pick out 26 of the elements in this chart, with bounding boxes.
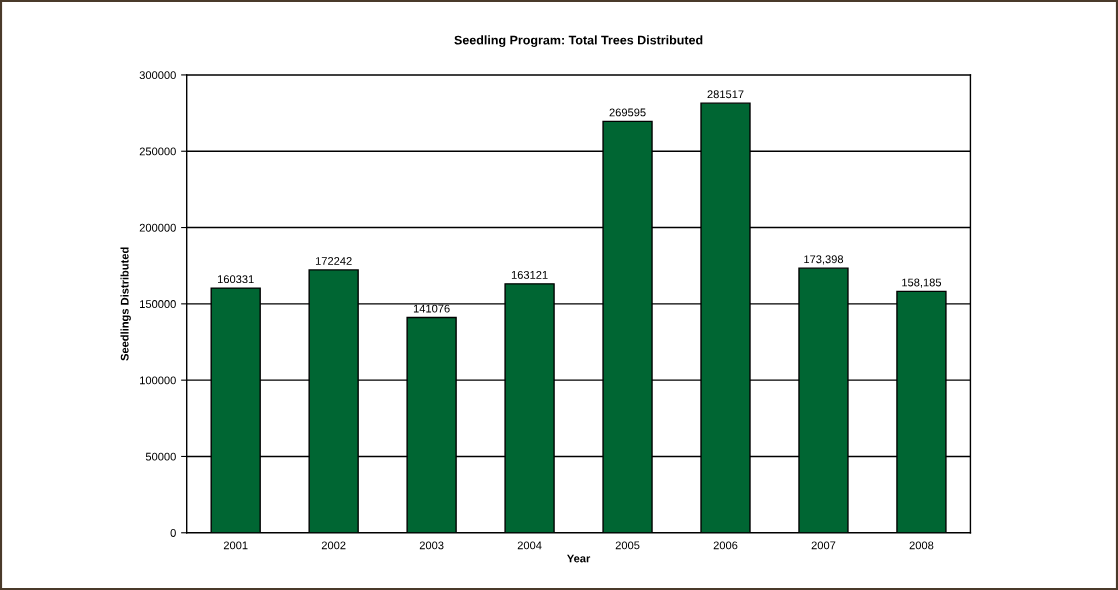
data-label: 141076	[413, 304, 450, 313]
x-tick-label: 2006	[713, 541, 738, 550]
data-label: 158,185	[902, 278, 942, 288]
x-tick-label: 2005	[615, 541, 640, 550]
x-tick-label: 2002	[321, 541, 346, 550]
y-tick-label: 50000	[145, 452, 176, 461]
data-label: 269595	[609, 108, 646, 117]
y-tick-label: 300000	[139, 71, 176, 80]
y-tick-label: 100000	[140, 376, 176, 385]
data-label: 281517	[707, 90, 744, 99]
x-axis-title: Year	[567, 554, 591, 563]
x-tick-label: 2007	[811, 541, 836, 550]
data-label: 163121	[511, 270, 548, 279]
chart-title: Seedling Program: Total Trees Distributed	[454, 35, 703, 48]
x-tick-label: 2001	[223, 541, 248, 550]
y-tick-label: 0	[170, 529, 176, 537]
y-tick-label: 250000	[139, 147, 176, 156]
data-label: 160331	[218, 275, 254, 284]
x-tick-label: 2004	[517, 541, 542, 550]
y-tick-label: 150000	[140, 300, 176, 308]
x-tick-label: 2003	[419, 541, 444, 550]
data-label: 173,398	[804, 255, 844, 265]
x-tick-label: 2008	[909, 541, 934, 550]
y-tick-label: 200000	[139, 223, 176, 232]
y-axis-title: Seedlings Distributed	[120, 247, 131, 361]
data-label: 172242	[315, 257, 352, 265]
